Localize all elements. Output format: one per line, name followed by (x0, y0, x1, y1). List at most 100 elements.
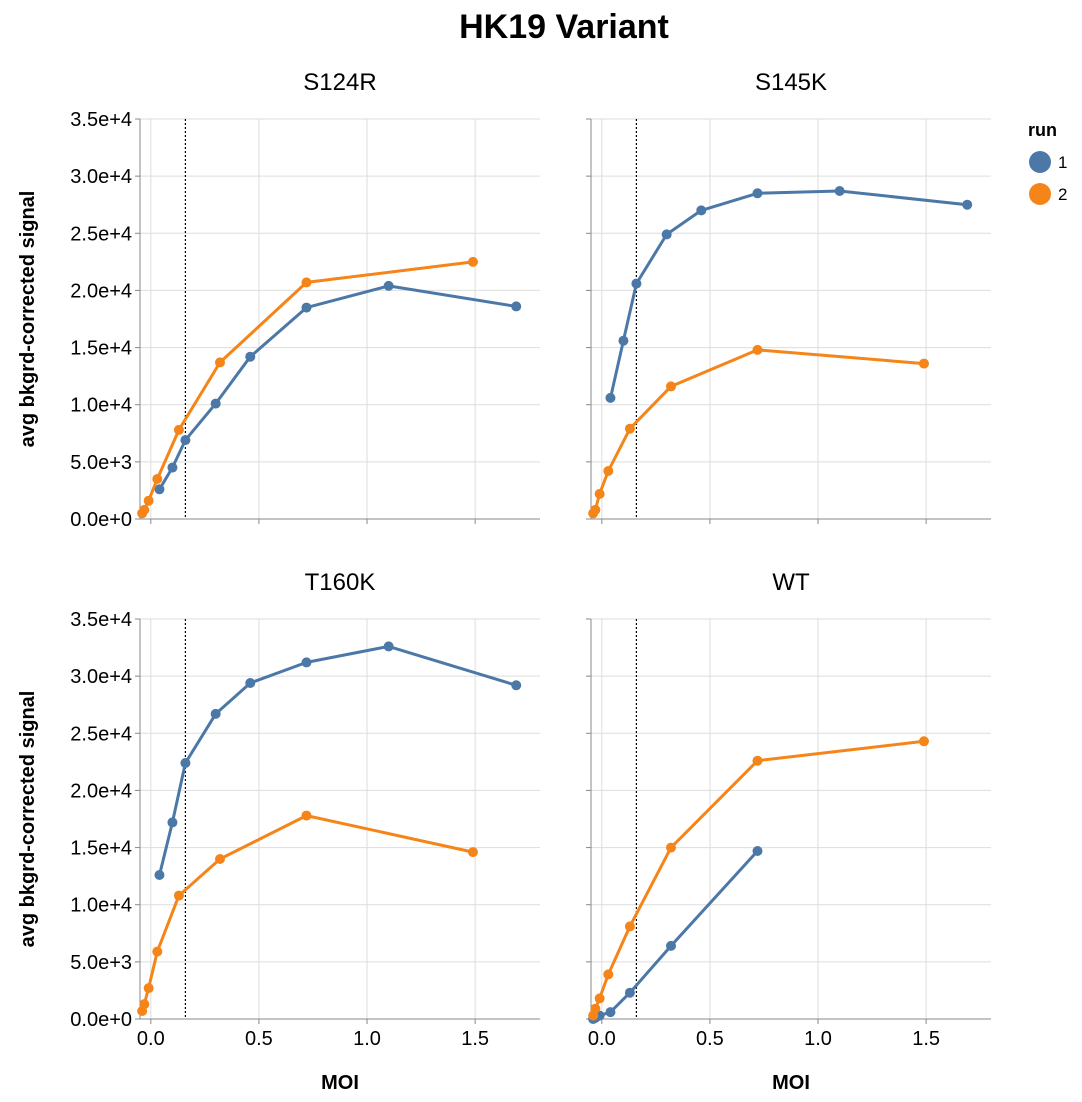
data-point-run-2 (215, 854, 225, 864)
data-point-run-2 (666, 381, 676, 392)
data-point-run-2 (918, 358, 929, 369)
panel-s145k: S145K (586, 69, 991, 524)
panel-title: S124R (303, 69, 376, 96)
data-point-run-1 (180, 758, 191, 768)
data-point-run-2 (918, 736, 929, 747)
data-point-run-2 (603, 969, 614, 980)
panel-title: S145K (755, 69, 827, 96)
data-point-run-2 (590, 504, 601, 515)
y-tick-label: 2.5e+4 (70, 223, 132, 245)
data-point-run-2 (594, 993, 605, 1004)
x-axis-title: MOI (772, 1072, 810, 1094)
data-point-run-2 (624, 921, 635, 932)
y-tick-label: 3.5e+4 (70, 109, 132, 131)
series-line-run-2 (591, 739, 926, 1018)
panel-title: WT (772, 569, 810, 596)
data-point-run-1 (666, 940, 676, 951)
data-point-run-1 (511, 680, 522, 691)
data-point-run-1 (605, 1007, 616, 1018)
legend-swatch-run-1 (1029, 151, 1051, 173)
x-tick-label: 1.5 (461, 1028, 489, 1050)
y-tick-label: 1.0e+4 (70, 895, 132, 917)
data-point-run-1 (696, 205, 707, 216)
data-point-run-2 (215, 357, 225, 368)
y-tick-label: 3.0e+4 (70, 166, 132, 188)
data-point-run-2 (666, 842, 676, 853)
data-point-run-1 (210, 398, 221, 409)
data-point-run-2 (467, 256, 478, 267)
data-point-run-2 (752, 755, 763, 766)
y-tick-label: 2.0e+4 (70, 280, 132, 302)
data-point-run-1 (962, 199, 973, 210)
data-point-run-1 (618, 335, 629, 346)
x-tick-label: 0.5 (696, 1028, 724, 1050)
data-point-run-1 (752, 846, 763, 856)
data-point-run-2 (603, 466, 614, 476)
data-point-run-2 (301, 277, 312, 288)
data-point-run-1 (605, 392, 616, 403)
data-point-run-1 (661, 229, 672, 240)
data-point-run-1 (383, 280, 394, 291)
series-line-run-1 (158, 644, 518, 877)
x-tick-label: 0.0 (137, 1028, 165, 1050)
y-axis-title: avg bkgrd-corrected signal (17, 191, 39, 448)
data-point-run-2 (624, 423, 635, 434)
data-point-run-1 (301, 302, 312, 313)
data-point-run-2 (139, 999, 150, 1010)
data-point-run-2 (152, 474, 163, 484)
data-point-run-1 (167, 817, 178, 828)
legend-swatch-run-2 (1029, 183, 1051, 205)
chart-panels: 0.0e+0 5.0e+3 1.0e+4 1.5e+4 2.0e+4 2.5e+4 3.0e… (17, 69, 991, 1094)
series-line-run-2 (140, 814, 475, 1013)
series-line-run-1 (591, 849, 759, 1021)
data-point-run-1 (834, 186, 845, 196)
panel-wt: 0.0 0.5 1.0 1.5 WT MOI (586, 569, 991, 1094)
y-axis-title: avg bkgrd-corrected signal (17, 691, 39, 948)
data-point-run-2 (752, 344, 763, 355)
y-tick-label: 0.0e+0 (70, 509, 132, 531)
legend-label-run-2: 2 (1058, 185, 1067, 204)
data-point-run-2 (173, 424, 184, 435)
x-tick-label: 1.0 (804, 1028, 832, 1050)
panel-title: T160K (305, 569, 376, 596)
data-point-run-1 (631, 278, 642, 289)
x-tick-label: 1.5 (912, 1028, 940, 1050)
data-point-run-2 (173, 890, 184, 901)
legend-title: run (1028, 120, 1057, 140)
y-tick-label: 2.0e+4 (70, 780, 132, 802)
series-line-run-1 (158, 284, 518, 491)
data-point-run-2 (143, 983, 154, 994)
data-point-run-2 (143, 495, 154, 506)
series-line-run-2 (140, 260, 475, 515)
data-point-run-2 (590, 1003, 601, 1014)
data-point-run-1 (383, 641, 394, 652)
data-point-run-2 (594, 488, 605, 499)
panel-s124r: 0.0e+0 5.0e+3 1.0e+4 1.5e+4 2.0e+4 2.5e+4 3.0e… (17, 69, 540, 531)
data-point-run-2 (467, 847, 478, 858)
data-point-run-1 (154, 870, 165, 880)
legend-label-run-1: 1 (1058, 153, 1067, 172)
y-tick-label: 5.0e+3 (70, 452, 132, 474)
y-tick-label: 5.0e+3 (70, 952, 132, 974)
data-point-run-1 (245, 678, 256, 688)
data-point-run-2 (301, 810, 312, 821)
data-point-run-1 (154, 484, 165, 495)
data-point-run-1 (245, 351, 256, 362)
y-tick-label: 3.5e+4 (70, 609, 132, 631)
data-point-run-1 (752, 188, 763, 199)
data-point-run-1 (301, 657, 312, 668)
chart-title: HK19 Variant (459, 8, 669, 46)
data-point-run-1 (210, 708, 221, 719)
y-tick-label: 1.5e+4 (70, 338, 132, 360)
y-tick-label: 2.5e+4 (70, 723, 132, 745)
y-tick-label: 0.0e+0 (70, 1009, 132, 1031)
x-tick-label: 0.5 (245, 1028, 273, 1050)
x-tick-label: 1.0 (353, 1028, 381, 1050)
y-tick-label: 1.5e+4 (70, 838, 132, 860)
data-point-run-1 (624, 987, 635, 998)
data-point-run-1 (180, 435, 191, 446)
data-point-run-2 (152, 946, 163, 957)
y-tick-label: 3.0e+4 (70, 666, 132, 688)
